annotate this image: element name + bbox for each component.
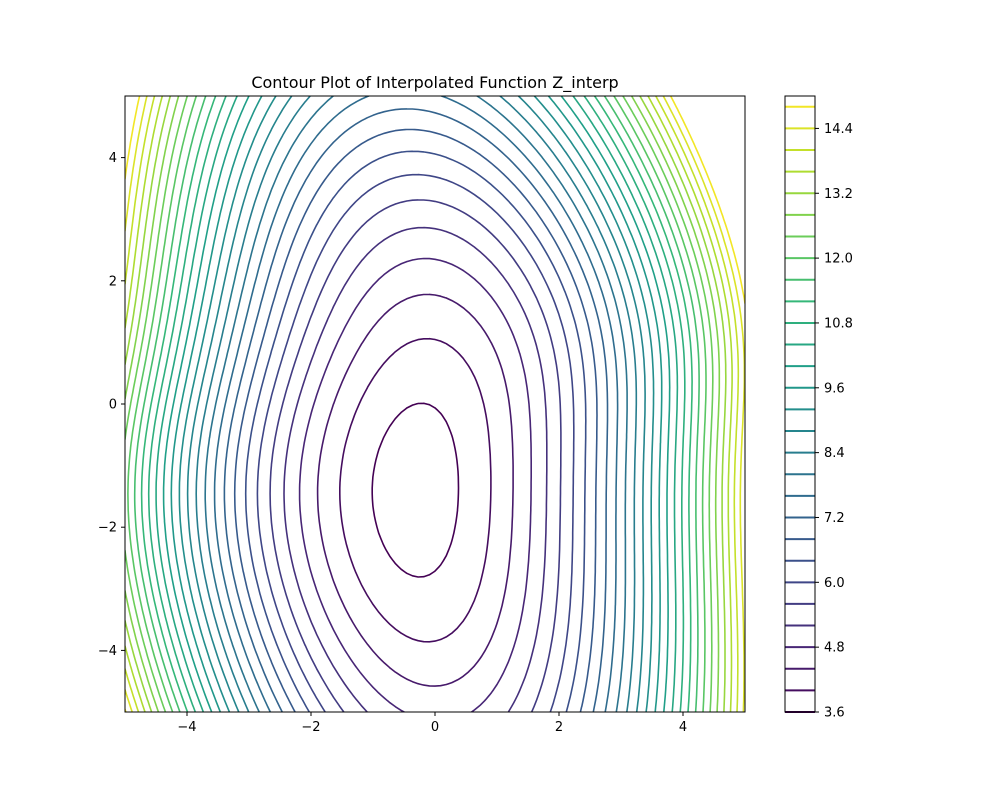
contour-level-8: [204, 96, 628, 712]
colorbar-tick-label: 4.8: [824, 641, 845, 656]
y-tick-label: 0: [109, 398, 117, 413]
colorbar-tick-label: 12.0: [824, 252, 853, 267]
y-tick-label: 2: [109, 274, 117, 289]
contour-level-10: [162, 96, 671, 712]
x-tick-label: 2: [555, 720, 563, 735]
contour-level-12.4: [125, 96, 714, 712]
contour-level-4.8: [298, 257, 532, 712]
y-tick-label: 4: [109, 151, 117, 166]
contour-level-6: [256, 173, 575, 712]
contour-level-8.8: [186, 96, 646, 712]
contour-level-10.8: [147, 96, 686, 712]
contour-level-7.2: [223, 108, 609, 712]
contour-lines: [125, 96, 745, 712]
contour-level-9.6: [170, 96, 663, 712]
plot-area: [125, 96, 745, 712]
colorbar-tick-label: 13.2: [824, 187, 853, 202]
colorbar-tick-label: 7.2: [824, 511, 845, 526]
colorbar-tick-label: 6.0: [824, 576, 845, 591]
y-tick-label: −4: [98, 644, 117, 659]
contour-level-5.2: [283, 226, 548, 712]
contour-level-8.4: [195, 96, 638, 712]
contour-level-13.2: [125, 96, 727, 712]
contour-level-11.6: [133, 96, 700, 712]
colorbar-frame: [784, 95, 816, 713]
colorbar-tick-label: 14.4: [824, 122, 853, 137]
axes: −4 −2 0 2 4 −4 −2 0 2 4: [98, 95, 746, 735]
x-tick-label: 4: [679, 720, 687, 735]
x-tick-label: −4: [177, 720, 196, 735]
contour-level-12: [127, 96, 707, 712]
contour-level-3.6: [371, 402, 460, 578]
contour-level-9.2: [178, 96, 655, 712]
contour-level-4: [339, 337, 492, 643]
contour-level-4.4: [316, 293, 514, 687]
x-tick-label: −2: [301, 720, 320, 735]
contour-level-11.2: [140, 96, 693, 712]
contour-level-6.4: [244, 150, 587, 712]
colorbar-tick-label: 8.4: [824, 446, 845, 461]
contour-level-12.8: [125, 96, 721, 712]
contour-level-10.4: [155, 96, 679, 712]
colorbar-tick-label: 10.8: [824, 316, 853, 331]
contour-level-7.6: [213, 96, 619, 712]
contour-level-5.6: [269, 199, 562, 712]
colorbar-tick-label: 9.6: [824, 381, 845, 396]
contour-level-14.4: [125, 96, 745, 712]
contour-level-6.8: [233, 128, 598, 712]
contour-level-14: [125, 96, 740, 712]
x-tick-label: 0: [431, 720, 439, 735]
chart-title: Contour Plot of Interpolated Function Z_…: [251, 73, 618, 93]
colorbar: 3.6 4.8 6.0 7.2 8.4 9.6 10.8 12.0 13.2 14.4: [784, 95, 853, 721]
y-tick-label: −2: [98, 521, 117, 536]
colorbar-tick-label: 3.6: [824, 706, 845, 721]
